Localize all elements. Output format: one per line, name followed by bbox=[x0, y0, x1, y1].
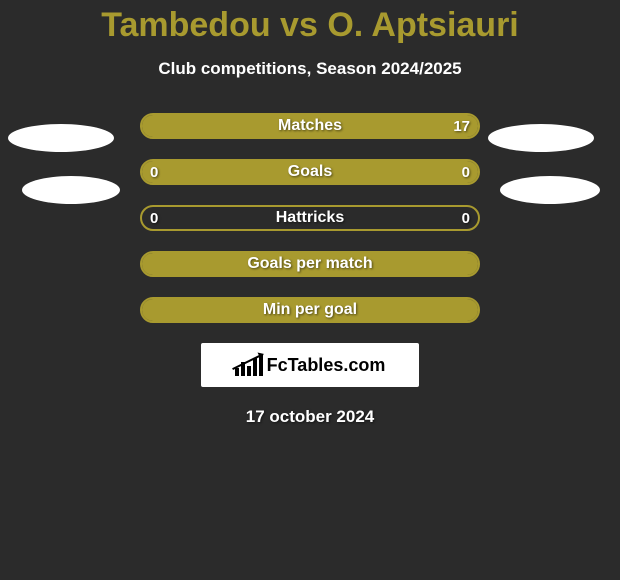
comparison-card: Tambedou vs O. Aptsiauri Club competitio… bbox=[0, 0, 620, 580]
decorative-blob bbox=[500, 176, 600, 204]
attribution-text: FcTables.com bbox=[267, 355, 386, 376]
stat-row-min-per-goal: Min per goal bbox=[0, 297, 620, 325]
page-subtitle: Club competitions, Season 2024/2025 bbox=[0, 59, 620, 79]
stat-bar: 0 0 Hattricks bbox=[140, 205, 480, 231]
stat-row-goals-per-match: Goals per match bbox=[0, 251, 620, 279]
stat-label: Hattricks bbox=[142, 207, 478, 229]
decorative-blob bbox=[8, 124, 114, 152]
bar-chart-icon bbox=[235, 354, 261, 376]
decorative-blob bbox=[488, 124, 594, 152]
stat-label: Min per goal bbox=[142, 299, 478, 321]
decorative-blob bbox=[22, 176, 120, 204]
page-title: Tambedou vs O. Aptsiauri bbox=[0, 0, 620, 45]
date-text: 17 october 2024 bbox=[0, 407, 620, 427]
stat-label: Goals bbox=[142, 161, 478, 183]
stat-bar: Min per goal bbox=[140, 297, 480, 323]
attribution-link[interactable]: FcTables.com bbox=[201, 343, 419, 387]
stat-bar: 0 0 Goals bbox=[140, 159, 480, 185]
stat-row-hattricks: 0 0 Hattricks bbox=[0, 205, 620, 233]
stat-bar: Goals per match bbox=[140, 251, 480, 277]
stat-label: Goals per match bbox=[142, 253, 478, 275]
stat-label: Matches bbox=[142, 115, 478, 137]
stat-bar: 17 Matches bbox=[140, 113, 480, 139]
